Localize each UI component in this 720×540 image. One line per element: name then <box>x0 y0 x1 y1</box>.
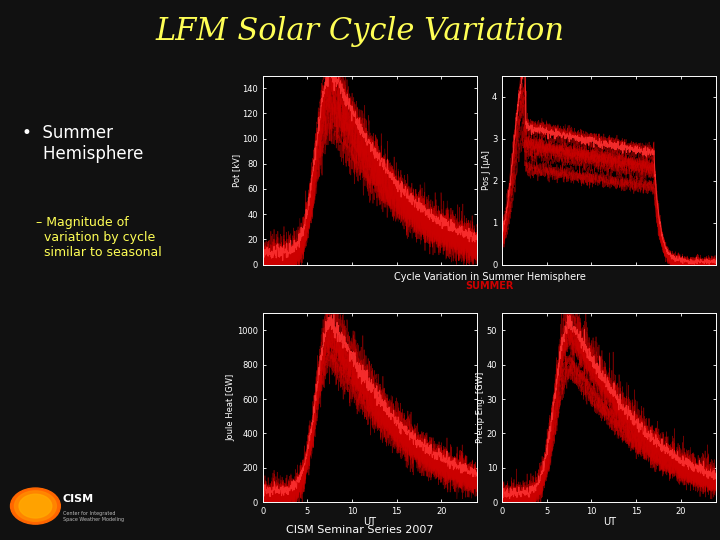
Text: – Magnitude of
  variation by cycle
  similar to seasonal: – Magnitude of variation by cycle simila… <box>36 216 162 259</box>
Text: CISM Seminar Series 2007: CISM Seminar Series 2007 <box>287 524 433 535</box>
Ellipse shape <box>11 488 60 524</box>
Y-axis label: Pos J [μA]: Pos J [μA] <box>482 150 490 190</box>
Text: Center for Integrated
Space Weather Modeling: Center for Integrated Space Weather Mode… <box>63 511 124 522</box>
Ellipse shape <box>19 494 52 518</box>
Text: LFM Solar Cycle Variation: LFM Solar Cycle Variation <box>156 16 564 47</box>
Y-axis label: Precip Eng. [GW]: Precip Eng. [GW] <box>477 372 485 443</box>
X-axis label: UT: UT <box>364 517 377 528</box>
Text: CISM: CISM <box>63 494 94 504</box>
Y-axis label: Joule Heat [GW]: Joule Heat [GW] <box>227 374 235 441</box>
X-axis label: UT: UT <box>603 517 616 528</box>
Text: •  Summer
    Hemisphere: • Summer Hemisphere <box>22 124 143 163</box>
Text: Cycle Variation in Summer Hemisphere: Cycle Variation in Summer Hemisphere <box>394 272 585 282</box>
Ellipse shape <box>14 491 56 521</box>
Y-axis label: Pot [kV]: Pot [kV] <box>232 153 240 187</box>
Text: SUMMER: SUMMER <box>465 281 514 291</box>
